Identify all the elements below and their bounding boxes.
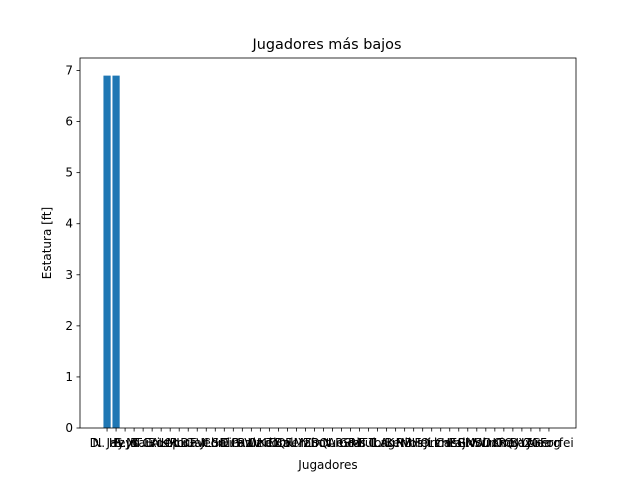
x-tick-label: U. Mea — [510, 436, 552, 450]
x-tick-label: F. Cor — [190, 436, 223, 450]
x-tick-label: C. Ber — [368, 436, 405, 450]
y-tick-label: 2 — [65, 319, 73, 333]
y-axis-ticks: 0 1 2 3 4 5 6 7 — [65, 64, 80, 435]
x-tick-label: J. Cas — [423, 436, 457, 450]
x-tick-label: B. Vel — [180, 436, 214, 450]
y-tick-label: 0 — [65, 421, 73, 435]
x-tick-label: O. Fen — [269, 436, 307, 450]
y-tick-label: 6 — [65, 115, 73, 129]
x-tick-label: I. Rey — [487, 436, 520, 450]
x-tick-label: Z. Forfei — [524, 436, 574, 450]
x-tick-label: T. Lag — [359, 436, 395, 450]
x-tick-label: W. Tom — [248, 436, 290, 450]
x-tick-label: R. Gar — [170, 436, 207, 450]
x-tick-label: E. Ruiz — [222, 436, 262, 450]
x-axis-label: Jugadores — [297, 458, 357, 472]
x-tick-label: V. Kel — [244, 436, 276, 450]
x-tick-label: L. Paj — [434, 436, 466, 450]
x-tick-label: W. Kim — [474, 436, 515, 450]
x-tick-label: S. Ful — [343, 436, 375, 450]
x-tick-label: G. Sun — [457, 436, 497, 450]
x-tick-label: H. Paz — [215, 436, 252, 450]
x-tick-label: P. Ris — [335, 436, 366, 450]
y-tick-label: 1 — [65, 370, 73, 384]
x-tick-label: K. Lua — [161, 436, 198, 450]
y-axis-label: Estatura [ft] — [40, 207, 54, 279]
x-tick-label: O. Bay — [493, 436, 532, 450]
x-tick-label: D. Amo — [310, 436, 354, 450]
x-tick-label: C. Lep — [142, 436, 179, 450]
y-tick-label: 5 — [65, 166, 73, 180]
x-tick-label: I. Bal — [263, 436, 293, 450]
x-tick-label: E. Mol — [450, 436, 486, 450]
bars-group — [103, 75, 120, 428]
x-tick-label: A. Nil — [380, 436, 411, 450]
x-tick-label: D. Jay — [90, 436, 125, 450]
x-tick-label: Q. Mar — [277, 436, 317, 450]
plot-frame — [79, 57, 577, 429]
x-tick-label: T. Ros — [134, 436, 170, 450]
x-tick-label: V. Dor — [468, 436, 504, 450]
x-tick-label: H. Riv — [441, 436, 476, 450]
bar-1 — [112, 75, 120, 428]
x-tick-label: Y. Gerg — [518, 436, 561, 450]
x-tick-label: P. Jo — [113, 436, 137, 450]
x-tick-label: J. Sal — [200, 436, 230, 450]
x-tick-label: S. Bau — [115, 436, 153, 450]
x-tick-label: B. Orz — [404, 436, 441, 450]
x-tick-label: Y. Sot — [297, 436, 330, 450]
y-tick-label: 4 — [65, 217, 73, 231]
bar-0 — [103, 75, 111, 428]
x-tick-label: M. Eri — [126, 436, 160, 450]
x-tick-label: N. Heyo — [92, 436, 139, 450]
y-tick-label: 7 — [65, 64, 73, 78]
x-tick-label: M. Tor — [351, 436, 387, 450]
x-tick-label: K. Vos — [386, 436, 422, 450]
x-tick-label: R. Hei — [396, 436, 431, 450]
x-tick-label: Z. Que — [303, 436, 343, 450]
x-tick-label: F. Lim — [415, 436, 449, 450]
y-tick-label: 3 — [65, 268, 73, 282]
x-tick-label: A. Mor — [151, 436, 189, 450]
x-tick-label: Q. Lor — [504, 436, 540, 450]
x-tick-label: L. Dim — [205, 436, 244, 450]
chart-title: Jugadores más bajos — [252, 37, 402, 53]
x-tick-label: N. Gra — [322, 436, 360, 450]
x-tick-label: G. Ond — [231, 436, 273, 450]
x-tick-label: U. Lin — [288, 436, 322, 450]
